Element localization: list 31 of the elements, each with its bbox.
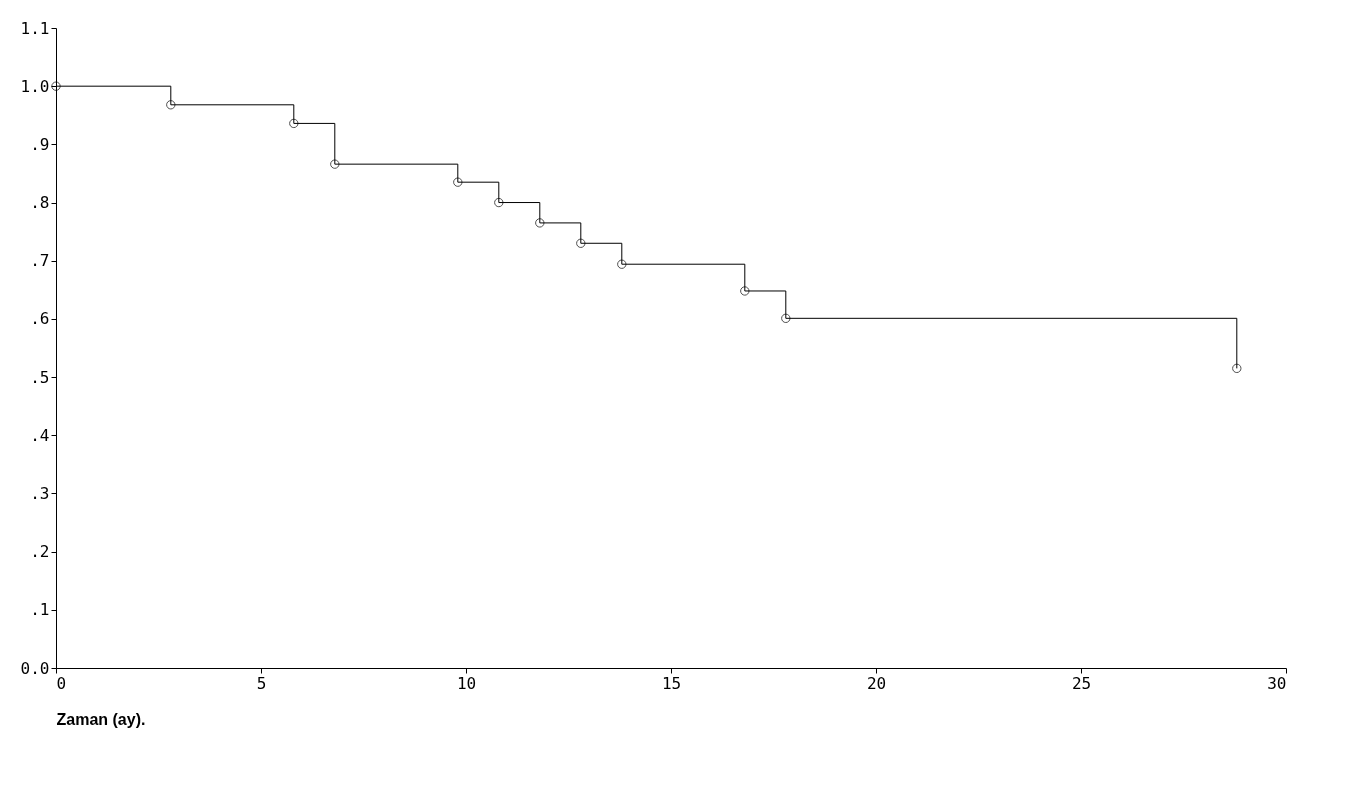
y-tick-label: 0.0 [20, 658, 50, 678]
y-tick-label: .8 [30, 193, 50, 213]
point [740, 286, 750, 296]
point [576, 238, 586, 248]
point [535, 218, 545, 228]
x-tick-label: 20 [866, 673, 887, 693]
y-tick-label: .9 [30, 134, 50, 154]
x-tick-label: 25 [1071, 673, 1092, 693]
point [289, 118, 299, 129]
y-tick-label: .7 [30, 251, 50, 271]
point [494, 197, 504, 208]
x-axis-title: Zaman (ay). [56, 710, 146, 728]
point [617, 259, 627, 269]
point [166, 100, 176, 110]
y-tick-label: .2 [30, 542, 50, 562]
x-tick-label: 10 [456, 673, 477, 693]
point [330, 159, 340, 169]
y-tick-label: .3 [30, 483, 50, 503]
y-tick-label: .5 [30, 367, 50, 387]
point [781, 313, 791, 323]
y-tick-label: .1 [30, 600, 50, 620]
point [1232, 363, 1242, 374]
x-tick-label: 15 [661, 673, 682, 693]
y-tick-label: 1.0 [20, 76, 50, 96]
y-tick-label: .6 [30, 309, 50, 329]
y-tick-label: .4 [30, 425, 50, 445]
x-tick-label: 5 [256, 673, 267, 693]
x-tick-label: 0 [56, 673, 67, 693]
point [453, 177, 463, 187]
y-tick-label: 1.1 [20, 18, 50, 38]
x-tick-label: 30 [1267, 673, 1287, 693]
